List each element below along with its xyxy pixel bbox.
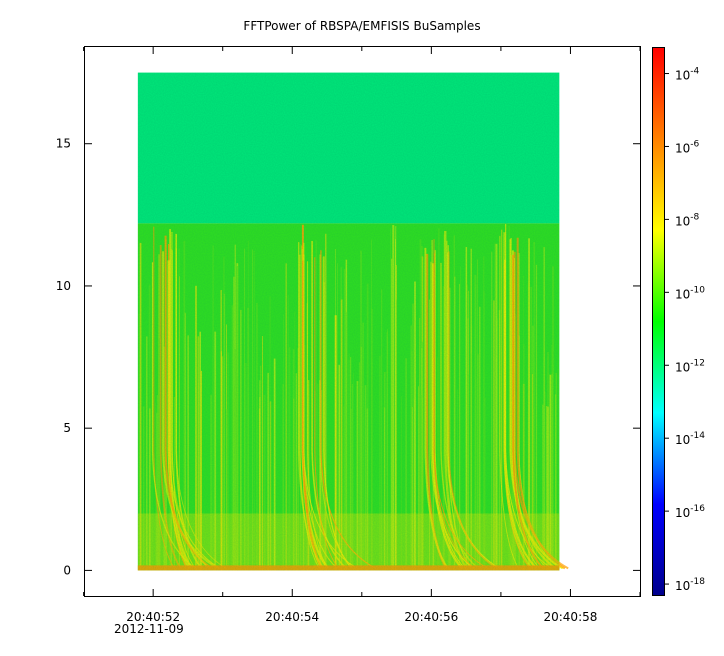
date-label: 2012-11-09	[114, 622, 184, 636]
colorbar-tick-label: 10-12	[675, 358, 705, 374]
colorbar-tick-label: 10-4	[675, 67, 700, 83]
colorbar-tick-base: 10	[675, 506, 690, 520]
colorbar	[652, 47, 665, 596]
y-tick-label: 0	[63, 563, 71, 577]
colorbar-tick-exp: -6	[690, 139, 699, 149]
noise-texture	[137, 72, 560, 571]
colorbar-tick-exp: -10	[690, 285, 705, 295]
x-tick-label: 20:40:52	[126, 610, 180, 624]
colorbar-tick-base: 10	[675, 579, 690, 593]
colorbar-tick-label: 10-18	[675, 577, 705, 593]
colorbar-tick-base: 10	[675, 360, 690, 374]
chart-title: FFTPower of RBSPA/EMFISIS BuSamples	[243, 19, 480, 33]
colorbar-tick-exp: -16	[690, 504, 705, 514]
colorbar-tick-label: 10-6	[675, 139, 700, 155]
colorbar-tick-label: 10-10	[675, 285, 705, 301]
colorbar-tick-exp: -18	[690, 577, 705, 587]
y-tick-label: 10	[56, 279, 71, 293]
colorbar-tick-exp: -14	[690, 431, 705, 441]
x-tick-label: 20:40:54	[265, 610, 319, 624]
colorbar-tick-label: 10-16	[675, 504, 705, 520]
colorbar-tick-label: 10-14	[675, 431, 705, 447]
x-tick-label: 20:40:58	[543, 610, 597, 624]
colorbar-tick-base: 10	[675, 69, 690, 83]
colorbar-tick-exp: -12	[690, 358, 705, 368]
y-tick-label: 15	[56, 137, 71, 151]
spectrogram-image	[137, 72, 569, 571]
x-tick-label: 20:40:56	[404, 610, 458, 624]
colorbar-tick-base: 10	[675, 287, 690, 301]
y-axis: 0 5 10 15	[56, 137, 640, 577]
colorbar-tick-base: 10	[675, 141, 690, 155]
colorbar-tick-exp: -8	[690, 212, 699, 222]
y-tick-label: 5	[63, 421, 71, 435]
colorbar-tick-exp: -4	[690, 67, 699, 77]
colorbar-tick-label: 10-8	[675, 212, 700, 228]
colorbar-tick-base: 10	[675, 433, 690, 447]
x-axis: 20:40:52 20:40:54 20:40:56 20:40:58	[83, 47, 641, 624]
colorbar-tick-base: 10	[675, 214, 690, 228]
